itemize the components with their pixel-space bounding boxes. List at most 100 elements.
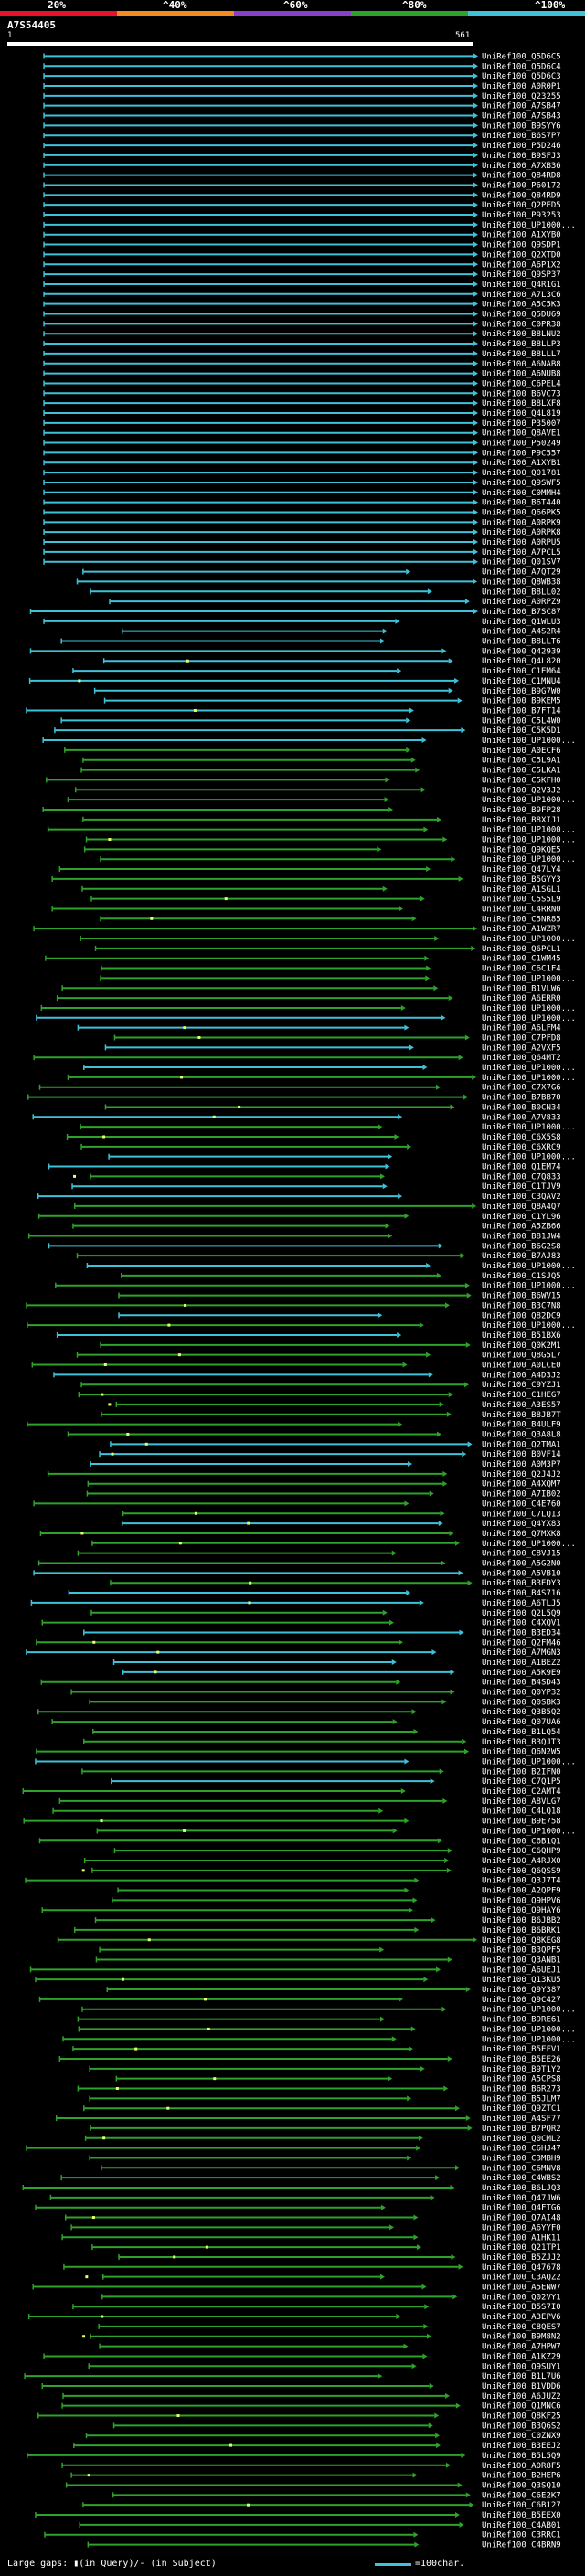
subject-label[interactable]: UniRef100_A6ERR0	[482, 994, 561, 1003]
subject-label[interactable]: UniRef100_C0ZNX9	[482, 2432, 561, 2441]
subject-label[interactable]: UniRef100_Q47678	[482, 2263, 561, 2273]
subject-label[interactable]: UniRef100_UP1000...	[482, 1262, 576, 1271]
subject-label[interactable]: UniRef100_B9E758	[482, 1818, 561, 1827]
subject-label[interactable]: UniRef100_B6LJQ3	[482, 2184, 561, 2193]
subject-label[interactable]: UniRef100_UP1000...	[482, 1757, 576, 1766]
subject-label[interactable]: UniRef100_A5CPS8	[482, 2075, 561, 2084]
subject-label[interactable]: UniRef100_A1WZR7	[482, 925, 561, 934]
subject-label[interactable]: UniRef100_Q6QSS9	[482, 1867, 561, 1876]
subject-label[interactable]: UniRef100_C4BRN9	[482, 2541, 561, 2550]
subject-label[interactable]: UniRef100_B0CN34	[482, 1103, 561, 1112]
subject-label[interactable]: UniRef100_Q8WB38	[482, 578, 561, 587]
subject-label[interactable]: UniRef100_C6X5S8	[482, 1133, 561, 1142]
subject-label[interactable]: UniRef100_C6MNV8	[482, 2164, 561, 2173]
subject-label[interactable]: UniRef100_B7AJ83	[482, 1252, 561, 1261]
subject-label[interactable]: UniRef100_C5L4W0	[482, 716, 561, 726]
subject-label[interactable]: UniRef100_P50249	[482, 440, 561, 449]
subject-label[interactable]: UniRef100_A6LFM4	[482, 1024, 561, 1034]
subject-label[interactable]: UniRef100_Q4R1G1	[482, 281, 561, 290]
subject-label[interactable]: UniRef100_UP1000...	[482, 935, 576, 944]
subject-label[interactable]: UniRef100_Q3SQ10	[482, 2481, 561, 2490]
subject-label[interactable]: UniRef100_Q9HAY6	[482, 1906, 561, 1915]
subject-label[interactable]: UniRef100_C7Q833	[482, 1172, 561, 1182]
subject-label[interactable]: UniRef100_B3QPF5	[482, 1946, 561, 1956]
subject-label[interactable]: UniRef100_Q07UA6	[482, 1718, 561, 1727]
subject-label[interactable]: UniRef100_Q0K2M1	[482, 1341, 561, 1351]
subject-label[interactable]: UniRef100_A7QT29	[482, 568, 561, 578]
subject-label[interactable]: UniRef100_B1VLW6	[482, 984, 561, 993]
subject-label[interactable]: UniRef100_A6NUB8	[482, 370, 561, 379]
subject-label[interactable]: UniRef100_Q6PCL1	[482, 945, 561, 954]
subject-label[interactable]: UniRef100_C5L9A1	[482, 757, 561, 766]
subject-label[interactable]: UniRef100_B3ED34	[482, 1628, 561, 1638]
subject-label[interactable]: UniRef100_B5EEX0	[482, 2511, 561, 2520]
subject-label[interactable]: UniRef100_UP1000...	[482, 826, 576, 835]
subject-label[interactable]: UniRef100_A1KZ29	[482, 2352, 561, 2361]
subject-label[interactable]: UniRef100_Q8KF25	[482, 2412, 561, 2422]
subject-label[interactable]: UniRef100_B6S7P7	[482, 132, 561, 141]
subject-label[interactable]: UniRef100_Q8G5L7	[482, 1352, 561, 1361]
subject-label[interactable]: UniRef100_B0VF14	[482, 1450, 561, 1459]
subject-label[interactable]: UniRef100_Q9ZTC1	[482, 2104, 561, 2114]
subject-label[interactable]: UniRef100_UP1000...	[482, 1827, 576, 1836]
subject-label[interactable]: UniRef100_C6B1Q1	[482, 1837, 561, 1846]
subject-label[interactable]: UniRef100_UP1000...	[482, 2025, 576, 2034]
subject-label[interactable]: UniRef100_Q42939	[482, 647, 561, 656]
subject-label[interactable]: UniRef100_C4LQ18	[482, 1807, 561, 1817]
subject-label[interactable]: UniRef100_Q9C427	[482, 1996, 561, 2005]
subject-label[interactable]: UniRef100_Q2L5Q9	[482, 1609, 561, 1618]
subject-label[interactable]: UniRef100_A6YYF0	[482, 2223, 561, 2232]
subject-label[interactable]: UniRef100_A7XB36	[482, 162, 561, 171]
subject-label[interactable]: UniRef100_A7V833	[482, 1113, 561, 1122]
subject-label[interactable]: UniRef100_UP1000...	[482, 1123, 576, 1132]
subject-label[interactable]: UniRef100_C1HEG7	[482, 1391, 561, 1400]
subject-label[interactable]: UniRef100_B5L5Q9	[482, 2452, 561, 2461]
subject-label[interactable]: UniRef100_B1LQ54	[482, 1728, 561, 1737]
subject-label[interactable]: UniRef100_C6PEL4	[482, 379, 561, 388]
subject-label[interactable]: UniRef100_C0PR38	[482, 320, 561, 329]
subject-label[interactable]: UniRef100_Q47LY4	[482, 865, 561, 875]
subject-label[interactable]: UniRef100_A1XYB0	[482, 231, 561, 240]
subject-label[interactable]: UniRef100_C5LKA1	[482, 767, 561, 776]
subject-label[interactable]: UniRef100_A4S2R4	[482, 628, 561, 637]
subject-label[interactable]: UniRef100_Q82DC9	[482, 1311, 561, 1320]
subject-label[interactable]: UniRef100_Q21TP1	[482, 2243, 561, 2253]
subject-label[interactable]: UniRef100_A3EPV6	[482, 2313, 561, 2322]
subject-label[interactable]: UniRef100_UP1000...	[482, 796, 576, 805]
subject-label[interactable]: UniRef100_Q3A8L8	[482, 1430, 561, 1439]
subject-label[interactable]: UniRef100_B9FP28	[482, 806, 561, 815]
subject-label[interactable]: UniRef100_C6C1F4	[482, 965, 561, 974]
subject-label[interactable]: UniRef100_A5ENW7	[482, 2283, 561, 2292]
subject-label[interactable]: UniRef100_P5D246	[482, 142, 561, 151]
subject-label[interactable]: UniRef100_C7LQ13	[482, 1510, 561, 1519]
subject-label[interactable]: UniRef100_C5NR85	[482, 915, 561, 924]
subject-label[interactable]: UniRef100_Q5DU69	[482, 311, 561, 320]
subject-label[interactable]: UniRef100_B3Q6S2	[482, 2422, 561, 2431]
subject-label[interactable]: UniRef100_Q5D6C3	[482, 72, 561, 81]
subject-label[interactable]: UniRef100_C4E760	[482, 1500, 561, 1509]
subject-label[interactable]: UniRef100_B1L7U6	[482, 2372, 561, 2381]
subject-label[interactable]: UniRef100_UP1000...	[482, 221, 576, 230]
subject-label[interactable]: UniRef100_UP1000...	[482, 1153, 576, 1162]
subject-label[interactable]: UniRef100_A0M3P7	[482, 1460, 561, 1469]
subject-label[interactable]: UniRef100_C8QES7	[482, 2323, 561, 2332]
subject-label[interactable]: UniRef100_C7Q1P5	[482, 1777, 561, 1786]
subject-label[interactable]: UniRef100_A0RPK8	[482, 528, 561, 537]
subject-label[interactable]: UniRef100_Q01781	[482, 469, 561, 478]
subject-label[interactable]: UniRef100_C4RRN0	[482, 905, 561, 914]
subject-label[interactable]: UniRef100_UP1000...	[482, 974, 576, 983]
subject-label[interactable]: UniRef100_Q3ANB1	[482, 1956, 561, 1965]
subject-label[interactable]: UniRef100_C1EM64	[482, 667, 561, 676]
subject-label[interactable]: UniRef100_A1XYB1	[482, 459, 561, 468]
subject-label[interactable]: UniRef100_Q4L820	[482, 657, 561, 666]
subject-label[interactable]: UniRef100_C3RRC1	[482, 2531, 561, 2540]
subject-label[interactable]: UniRef100_Q9HPV6	[482, 1896, 561, 1905]
subject-label[interactable]: UniRef100_C6E2K7	[482, 2491, 561, 2500]
subject-label[interactable]: UniRef100_A0R8F5	[482, 2462, 561, 2471]
subject-label[interactable]: UniRef100_B4SD43	[482, 1679, 561, 1688]
subject-label[interactable]: UniRef100_A7MGN3	[482, 1648, 561, 1658]
subject-label[interactable]: UniRef100_Q2FM46	[482, 1638, 561, 1648]
subject-label[interactable]: UniRef100_A2QPF9	[482, 1887, 561, 1896]
subject-label[interactable]: UniRef100_A6TLJ5	[482, 1599, 561, 1608]
subject-label[interactable]: UniRef100_C0MMH4	[482, 489, 561, 498]
